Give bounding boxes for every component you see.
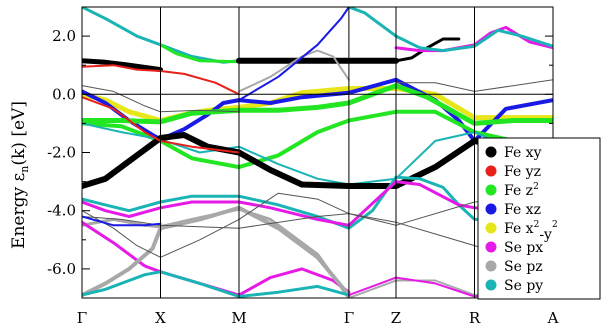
band-line xyxy=(82,58,163,73)
band-line xyxy=(82,192,553,276)
band-line xyxy=(394,25,553,53)
axis-ticks: 2.0 0.0 -2.0 -4.0 -6.0 Γ X M Γ Z R A xyxy=(47,27,559,327)
legend-marker xyxy=(485,203,497,215)
y-tick-label: -4.0 xyxy=(47,202,76,220)
y-tick-label: 2.0 xyxy=(52,27,76,45)
x-tick-label: Z xyxy=(391,309,401,327)
legend-label: Fe x2-y2 xyxy=(504,220,558,243)
legend-label: Fe xz xyxy=(504,202,541,218)
y-tick-label: 0.0 xyxy=(52,85,76,103)
band-line xyxy=(82,270,351,298)
legend-marker xyxy=(485,241,497,253)
band-line xyxy=(238,49,350,93)
legend-label: Se pz xyxy=(504,259,543,275)
legend-marker xyxy=(485,279,497,291)
y-tick-label: -2.0 xyxy=(47,144,76,162)
band-line xyxy=(82,132,553,189)
y-tick-label: -6.0 xyxy=(47,260,76,278)
legend-marker xyxy=(485,165,497,177)
band-line xyxy=(82,85,240,113)
y-axis-title: Energy εn(k) [eV] xyxy=(9,101,31,249)
band-line xyxy=(347,7,553,53)
x-tick-label: M xyxy=(231,309,246,327)
band-line xyxy=(238,7,350,102)
legend-label: Se py xyxy=(504,278,543,294)
legend-label: Se px xyxy=(504,240,543,256)
legend-label: Fe xy xyxy=(504,145,542,161)
x-tick-label: Γ xyxy=(344,309,354,327)
grid-lines xyxy=(82,7,553,298)
band-line xyxy=(82,198,553,229)
legend-marker xyxy=(485,222,497,234)
band-line xyxy=(82,205,351,298)
x-tick-label: X xyxy=(155,309,166,327)
legend-marker xyxy=(485,260,497,272)
y-axis-title-main: Energy ε xyxy=(9,173,29,249)
legend-label: Fe yz xyxy=(504,164,541,180)
band-line xyxy=(82,86,553,123)
band-line xyxy=(82,215,162,227)
x-tick-label: Γ xyxy=(77,309,87,327)
band-line xyxy=(82,96,240,154)
x-tick-label: A xyxy=(547,309,559,327)
y-axis-title-tail: (k) [eV] xyxy=(9,101,29,166)
legend-marker xyxy=(485,146,497,158)
legend-marker xyxy=(485,184,497,196)
legend-label: Fe z2 xyxy=(504,182,539,199)
legend-box xyxy=(477,137,601,300)
y-axis-title-sub: n xyxy=(18,166,31,173)
band-line xyxy=(159,43,241,64)
x-tick-label: R xyxy=(469,309,481,327)
band-line xyxy=(82,180,553,227)
band-lines xyxy=(82,7,553,298)
band-line xyxy=(82,83,553,126)
